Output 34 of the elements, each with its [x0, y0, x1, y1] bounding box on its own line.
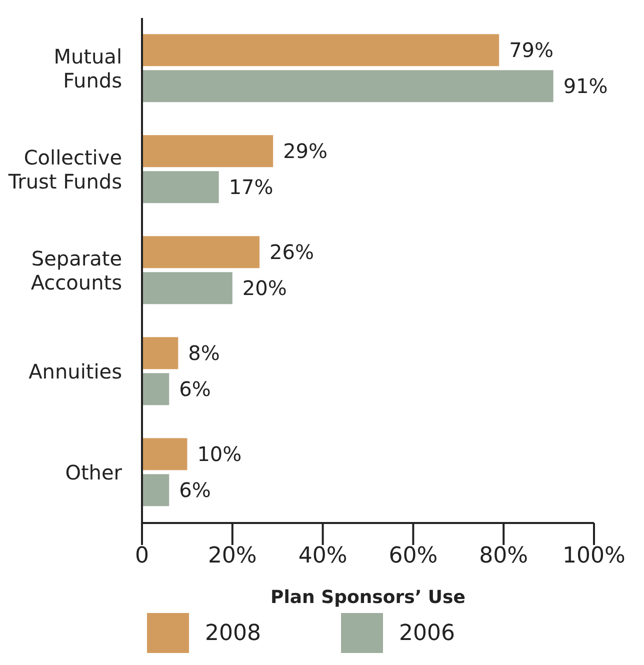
- legend-label: 2008: [205, 620, 261, 646]
- x-tick-label: 80%: [479, 544, 528, 569]
- y-tick-label: Mutual Funds: [54, 44, 122, 92]
- bar: [142, 474, 170, 506]
- data-label: 91%: [563, 74, 608, 98]
- data-label: 26%: [270, 240, 314, 264]
- y-tick-label: Separate Accounts: [30, 246, 122, 294]
- bar: [142, 70, 554, 102]
- y-tick-label: Annuities: [28, 360, 122, 384]
- data-label: 6%: [179, 478, 211, 502]
- bar: [142, 438, 188, 470]
- data-label: 10%: [197, 442, 242, 466]
- bar: [142, 236, 260, 268]
- bar: [142, 171, 219, 204]
- x-tick-label: 60%: [388, 544, 438, 569]
- data-label: 79%: [509, 38, 554, 62]
- x-axis-title: Plan Sponsors’ Use: [270, 587, 466, 608]
- bar: [142, 34, 500, 66]
- data-label: 20%: [242, 276, 287, 300]
- data-label: 17%: [228, 175, 274, 200]
- legend-label: 2006: [399, 620, 455, 646]
- x-tick-label: 0: [135, 544, 149, 569]
- x-tick-label: 100%: [562, 544, 626, 569]
- bar: [142, 135, 274, 168]
- bar: [142, 272, 232, 304]
- data-label: 8%: [188, 341, 220, 366]
- data-label: 6%: [179, 377, 211, 402]
- data-label: 29%: [283, 139, 328, 164]
- y-tick-label: Collective Trust Funds: [7, 146, 122, 194]
- bar: [142, 337, 178, 370]
- x-tick-label: 20%: [208, 544, 257, 569]
- x-tick-label: 40%: [298, 544, 348, 569]
- bar: [142, 373, 170, 406]
- y-tick-label: Other: [65, 460, 123, 484]
